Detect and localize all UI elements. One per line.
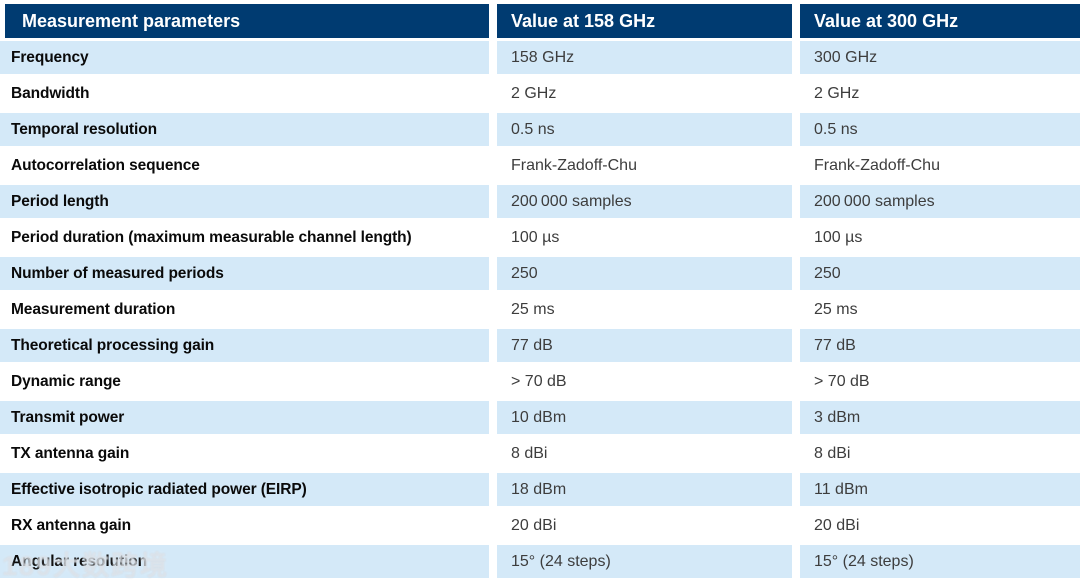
param-cell: Frequency: [0, 41, 489, 77]
value-cell-300: 8 dBi: [792, 437, 1080, 473]
value-cell-300: 3 dBm: [792, 401, 1080, 437]
column-header-value-158ghz: Value at 158 GHz: [489, 4, 792, 41]
value-cell-158: 100 µs: [489, 221, 792, 257]
value-cell-158: > 70 dB: [489, 365, 792, 401]
value-cell-300: 100 µs: [792, 221, 1080, 257]
value-cell-300: 2 GHz: [792, 77, 1080, 113]
param-cell: Theoretical processing gain: [0, 329, 489, 365]
value-cell-158: 10 dBm: [489, 401, 792, 437]
value-cell-300: 25 ms: [792, 293, 1080, 329]
value-cell-300: 11 dBm: [792, 473, 1080, 509]
param-cell: Autocorrelation sequence: [0, 149, 489, 185]
param-cell: RX antenna gain: [0, 509, 489, 545]
value-cell-158: 158 GHz: [489, 41, 792, 77]
table-row: Measurement duration 25 ms 25 ms: [0, 293, 1080, 329]
table-row: Period duration (maximum measurable chan…: [0, 221, 1080, 257]
value-cell-158: 25 ms: [489, 293, 792, 329]
table-row: Effective isotropic radiated power (EIRP…: [0, 473, 1080, 509]
value-cell-300: 250: [792, 257, 1080, 293]
value-cell-300: 200 000 samples: [792, 185, 1080, 221]
param-cell: Dynamic range: [0, 365, 489, 401]
value-cell-300: 300 GHz: [792, 41, 1080, 77]
value-cell-158: Frank-Zadoff-Chu: [489, 149, 792, 185]
table-header-row: Measurement parameters Value at 158 GHz …: [0, 4, 1080, 41]
value-cell-158: 77 dB: [489, 329, 792, 365]
param-cell: Transmit power: [0, 401, 489, 437]
table-row: Period length 200 000 samples 200 000 samp…: [0, 185, 1080, 221]
table-row: Bandwidth 2 GHz 2 GHz: [0, 77, 1080, 113]
value-cell-158: 200 000 samples: [489, 185, 792, 221]
param-cell: Effective isotropic radiated power (EIRP…: [0, 473, 489, 509]
value-cell-300: 20 dBi: [792, 509, 1080, 545]
table-row: Frequency 158 GHz 300 GHz: [0, 41, 1080, 77]
parameters-table: Measurement parameters Value at 158 GHz …: [0, 4, 1080, 581]
value-cell-158: 18 dBm: [489, 473, 792, 509]
param-cell: Temporal resolution: [0, 113, 489, 149]
param-cell: Period duration (maximum measurable chan…: [0, 221, 489, 257]
value-cell-158: 2 GHz: [489, 77, 792, 113]
param-cell: TX antenna gain: [0, 437, 489, 473]
column-header-value-300ghz: Value at 300 GHz: [792, 4, 1080, 41]
value-cell-158: 8 dBi: [489, 437, 792, 473]
value-cell-300: 0.5 ns: [792, 113, 1080, 149]
value-cell-300: > 70 dB: [792, 365, 1080, 401]
param-cell: Number of measured periods: [0, 257, 489, 293]
table-row: Temporal resolution 0.5 ns 0.5 ns: [0, 113, 1080, 149]
table-row: TX antenna gain 8 dBi 8 dBi: [0, 437, 1080, 473]
value-cell-300: 77 dB: [792, 329, 1080, 365]
value-cell-158: 0.5 ns: [489, 113, 792, 149]
table-row: Angular resolution 15° (24 steps) 15° (24 …: [0, 545, 1080, 581]
table-row: Theoretical processing gain 77 dB 77 dB: [0, 329, 1080, 365]
value-cell-158: 15° (24 steps): [489, 545, 792, 581]
value-cell-300: 15° (24 steps): [792, 545, 1080, 581]
value-cell-300: Frank-Zadoff-Chu: [792, 149, 1080, 185]
table-row: RX antenna gain 20 dBi 20 dBi: [0, 509, 1080, 545]
table-row: Autocorrelation sequence Frank-Zadoff-Chu…: [0, 149, 1080, 185]
table-row: Dynamic range > 70 dB > 70 dB: [0, 365, 1080, 401]
param-cell: Measurement duration: [0, 293, 489, 329]
table-row: Transmit power 10 dBm 3 dBm: [0, 401, 1080, 437]
value-cell-158: 20 dBi: [489, 509, 792, 545]
column-header-measurement-parameters: Measurement parameters: [0, 4, 489, 41]
param-cell: Angular resolution: [0, 545, 489, 581]
value-cell-158: 250: [489, 257, 792, 293]
param-cell: Period length: [0, 185, 489, 221]
param-cell: Bandwidth: [0, 77, 489, 113]
table-row: Number of measured periods 250 250: [0, 257, 1080, 293]
